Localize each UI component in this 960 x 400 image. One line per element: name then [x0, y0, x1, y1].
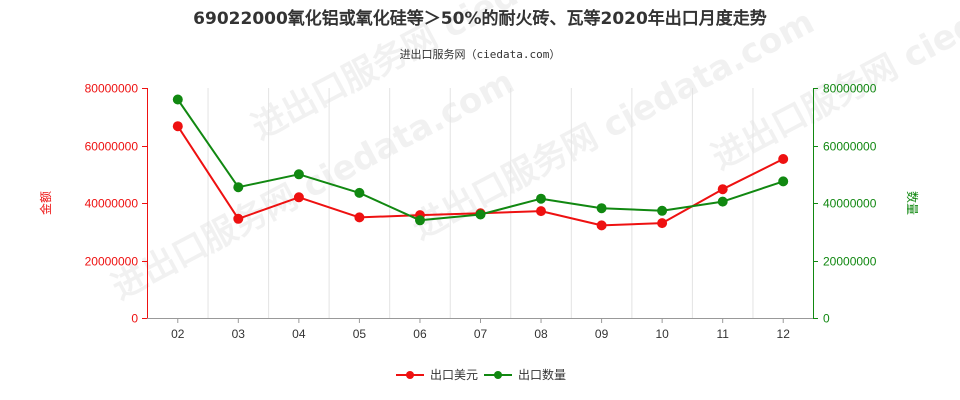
right-axis-ticks: 0 20000000 40000000 60000000 80000000	[813, 82, 877, 326]
data-point	[657, 218, 668, 229]
legend-label: 出口数量	[518, 367, 566, 382]
data-point	[596, 203, 607, 214]
x-tick-label: 05	[353, 327, 367, 341]
left-tick-label: 40000000	[85, 197, 139, 211]
data-point	[657, 205, 668, 216]
x-tick-label: 09	[595, 327, 609, 341]
x-tick-label: 06	[413, 327, 427, 341]
left-axis-ticks: 0 20000000 40000000 60000000 80000000	[85, 82, 147, 326]
left-tick-label: 20000000	[85, 255, 139, 269]
data-point	[717, 184, 728, 195]
chart-subtitle: 进出口服务网（ciedata.com）	[400, 47, 561, 61]
left-tick-label: 80000000	[85, 82, 139, 96]
x-axis-ticks: 02 03 04 05 06 07 08 09 10 11 12	[171, 318, 790, 341]
left-tick-label: 60000000	[85, 140, 139, 154]
x-tick-label: 07	[474, 327, 488, 341]
data-point	[778, 176, 789, 187]
data-point	[172, 94, 183, 105]
data-point	[293, 169, 304, 180]
data-point	[475, 209, 486, 220]
data-point	[293, 192, 304, 203]
data-point	[415, 215, 425, 226]
right-axis-title: 数量	[905, 191, 920, 215]
data-point	[536, 206, 546, 217]
data-point	[172, 121, 183, 132]
left-tick-label: 0	[131, 312, 138, 326]
x-tick-label: 03	[232, 327, 246, 341]
x-tick-label: 08	[534, 327, 548, 341]
data-point	[233, 182, 244, 193]
left-axis-title: 金额	[38, 191, 53, 215]
right-tick-label: 60000000	[823, 140, 877, 154]
data-point	[354, 187, 365, 198]
right-tick-label: 40000000	[823, 197, 877, 211]
legend: 出口美元 出口数量	[396, 367, 566, 382]
data-point	[596, 220, 607, 231]
legend-marker	[406, 371, 414, 379]
data-point	[717, 196, 728, 207]
x-tick-label: 04	[292, 327, 306, 341]
data-point	[233, 213, 244, 224]
series-layer	[172, 94, 789, 231]
x-tick-label: 10	[655, 327, 669, 341]
right-tick-label: 20000000	[823, 255, 877, 269]
data-point	[778, 154, 789, 164]
right-tick-label: 80000000	[823, 82, 877, 96]
x-tick-label: 12	[777, 327, 791, 341]
x-tick-label: 11	[716, 327, 729, 341]
legend-marker	[494, 371, 502, 379]
x-tick-label: 02	[171, 327, 185, 341]
legend-label: 出口美元	[430, 368, 478, 382]
right-tick-label: 0	[823, 312, 830, 326]
data-point	[536, 193, 546, 204]
chart-title: 69022000氧化铝或氧化硅等＞50%的耐火砖、瓦等2020年出口月度走势	[193, 8, 767, 29]
data-point	[354, 212, 365, 223]
